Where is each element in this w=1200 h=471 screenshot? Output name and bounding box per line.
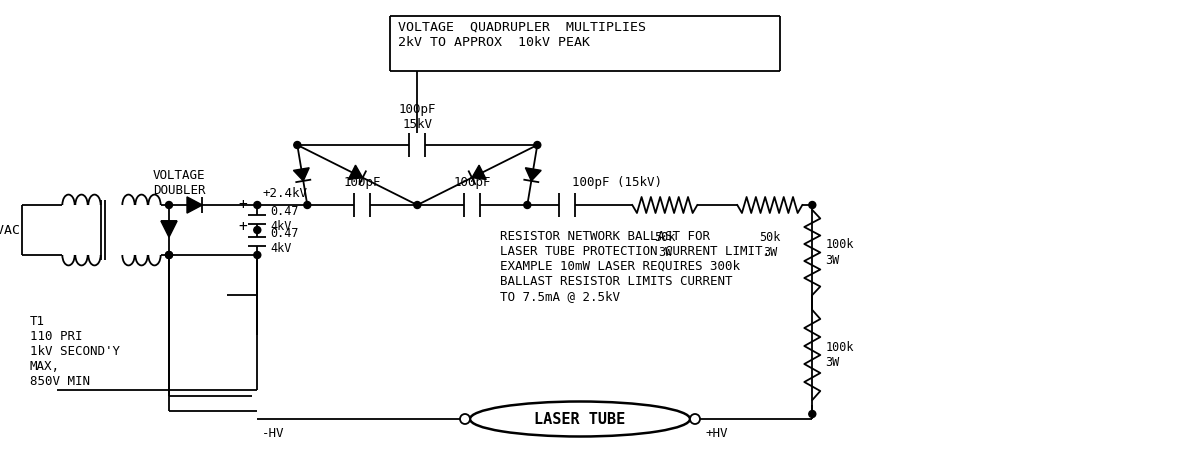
Text: 100pF (15kV): 100pF (15kV) [572, 176, 662, 189]
Circle shape [304, 202, 311, 209]
Text: 50k
3W: 50k 3W [760, 231, 780, 259]
Circle shape [166, 202, 173, 209]
Circle shape [254, 252, 260, 259]
Circle shape [414, 202, 421, 209]
Text: VOLTAGE  QUADRUPLER  MULTIPLIES
2kV TO APPROX  10kV PEAK: VOLTAGE QUADRUPLER MULTIPLIES 2kV TO APP… [398, 21, 646, 49]
Text: RESISTOR NETWORK BALLAST FOR
LASER TUBE PROTECTION CURRENT LIMIT.
EXAMPLE 10mW L: RESISTOR NETWORK BALLAST FOR LASER TUBE … [500, 230, 770, 303]
Polygon shape [187, 197, 203, 213]
Text: 100pF: 100pF [343, 176, 382, 189]
Text: 50k
3W: 50k 3W [654, 231, 676, 259]
Text: 110VAC: 110VAC [0, 224, 20, 236]
Circle shape [254, 202, 260, 209]
Text: 100k
3W: 100k 3W [826, 238, 854, 267]
Text: +HV: +HV [706, 427, 727, 440]
Text: 0.47
4kV: 0.47 4kV [270, 227, 299, 255]
Text: 100k
3W: 100k 3W [826, 341, 854, 369]
Polygon shape [472, 165, 486, 179]
Circle shape [166, 252, 173, 259]
Text: T1
110 PRI
1kV SECOND'Y
MAX,
850V MIN: T1 110 PRI 1kV SECOND'Y MAX, 850V MIN [30, 315, 120, 388]
Polygon shape [161, 221, 178, 237]
Text: +: + [238, 219, 247, 234]
Text: +: + [238, 196, 247, 211]
Text: VOLTAGE
DOUBLER: VOLTAGE DOUBLER [152, 169, 205, 197]
Text: +2.4kV: +2.4kV [263, 187, 307, 200]
Circle shape [523, 202, 530, 209]
Circle shape [166, 252, 173, 259]
Polygon shape [348, 165, 362, 179]
Circle shape [460, 414, 470, 424]
Text: -HV: -HV [263, 427, 284, 440]
Polygon shape [294, 168, 310, 181]
Circle shape [809, 202, 816, 209]
Circle shape [254, 227, 260, 234]
Text: 100pF: 100pF [454, 176, 491, 189]
Circle shape [294, 141, 301, 148]
Text: 0.47
4kV: 0.47 4kV [270, 205, 299, 233]
Circle shape [809, 411, 816, 417]
Text: LASER TUBE: LASER TUBE [534, 412, 625, 427]
Text: 100pF
15kV: 100pF 15kV [398, 103, 436, 131]
Circle shape [534, 141, 541, 148]
Polygon shape [526, 168, 541, 181]
Circle shape [690, 414, 700, 424]
